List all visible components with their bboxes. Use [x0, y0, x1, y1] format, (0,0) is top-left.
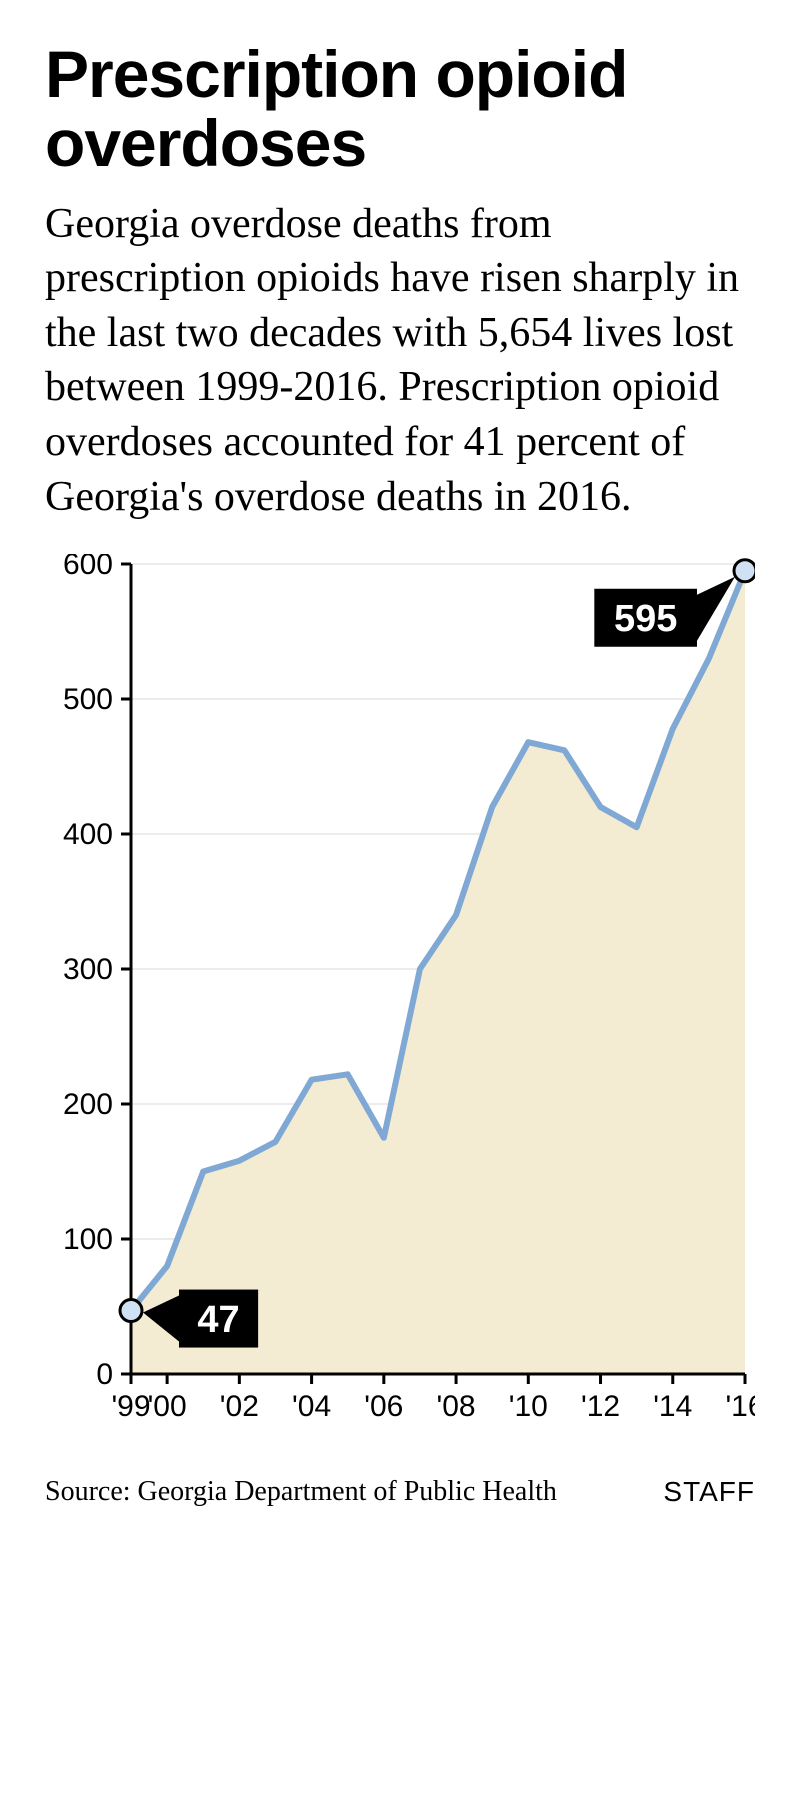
svg-text:'02: '02	[220, 1390, 259, 1423]
svg-text:595: 595	[614, 598, 677, 640]
svg-text:'06: '06	[364, 1390, 403, 1423]
svg-text:300: 300	[63, 953, 113, 986]
svg-text:'10: '10	[509, 1390, 548, 1423]
svg-text:'16: '16	[725, 1390, 755, 1423]
chart-title: Prescription opioid overdoses	[45, 40, 755, 179]
source-text: Source: Georgia Department of Public Hea…	[45, 1474, 565, 1510]
chart-footer: Source: Georgia Department of Public Hea…	[45, 1474, 755, 1510]
svg-text:'99: '99	[111, 1390, 150, 1423]
svg-text:200: 200	[63, 1088, 113, 1121]
svg-text:'12: '12	[581, 1390, 620, 1423]
svg-text:'04: '04	[292, 1390, 331, 1423]
svg-text:0: 0	[96, 1358, 113, 1391]
svg-text:400: 400	[63, 818, 113, 851]
svg-text:'08: '08	[437, 1390, 476, 1423]
svg-text:100: 100	[63, 1223, 113, 1256]
svg-text:47: 47	[197, 1299, 239, 1341]
svg-text:'14: '14	[653, 1390, 692, 1423]
svg-text:500: 500	[63, 683, 113, 716]
svg-text:600: 600	[63, 554, 113, 581]
credit-text: STAFF	[663, 1474, 755, 1510]
line-chart: 0 100 200 300 400 500 600 '99'00 '02 '04 '06 '08 '10…	[45, 554, 755, 1444]
chart-svg: 0 100 200 300 400 500 600 '99'00 '02 '04 '06 '08 '10…	[45, 554, 755, 1444]
chart-description: Georgia overdose deaths from prescriptio…	[45, 197, 755, 525]
svg-text:'00: '00	[148, 1390, 187, 1423]
